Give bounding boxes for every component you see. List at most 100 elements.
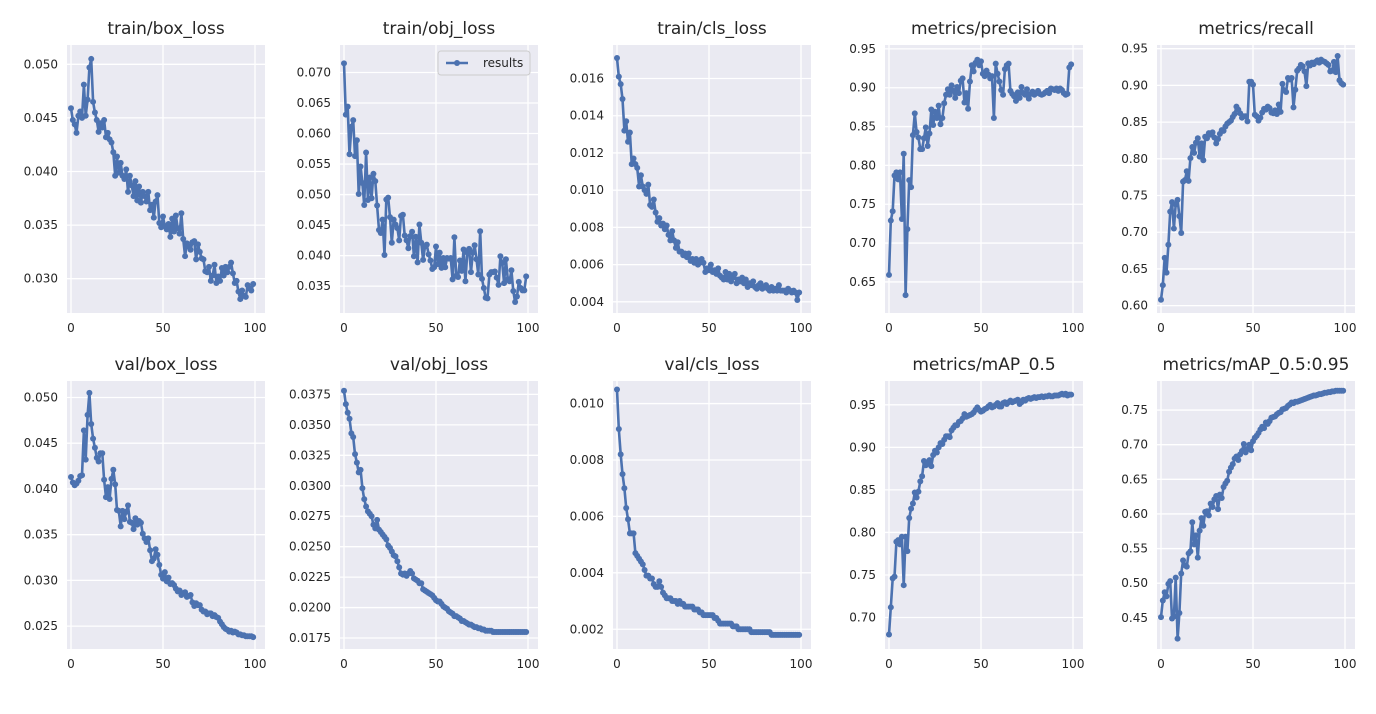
data-point <box>970 68 977 75</box>
legend: results <box>437 50 531 76</box>
y-tick-label: 0.050 <box>297 188 331 202</box>
data-point <box>150 555 157 562</box>
data-point <box>922 124 929 131</box>
data-point <box>648 203 655 210</box>
data-point <box>137 519 144 526</box>
data-point <box>614 55 620 62</box>
x-tick-label: 0 <box>67 321 75 335</box>
data-point <box>523 273 530 280</box>
chart-title: train/cls_loss <box>657 19 767 39</box>
data-point <box>497 253 504 260</box>
y-tick-label: 0.0325 <box>289 448 331 462</box>
data-point <box>621 485 628 492</box>
data-point <box>904 226 911 233</box>
data-point <box>1183 168 1190 175</box>
data-point <box>194 241 201 248</box>
data-point <box>625 138 632 145</box>
y-tick-label: 0.80 <box>849 525 876 539</box>
data-point <box>515 278 522 285</box>
data-point <box>82 456 89 463</box>
y-tick-label: 0.0225 <box>289 570 331 584</box>
data-point <box>919 473 926 480</box>
x-tick-label: 50 <box>428 321 443 335</box>
data-point <box>513 293 520 300</box>
data-point <box>1159 282 1166 289</box>
data-point <box>229 270 236 277</box>
data-point <box>392 553 399 560</box>
data-point <box>1158 296 1164 303</box>
data-point <box>715 265 722 272</box>
data-point <box>1189 519 1196 526</box>
x-tick-label: 100 <box>517 321 540 335</box>
data-point <box>491 268 498 275</box>
data-point <box>1330 58 1337 65</box>
data-point <box>1191 149 1198 156</box>
data-point <box>1180 557 1187 564</box>
x-tick-label: 0 <box>340 657 348 671</box>
y-tick-label: 0.90 <box>849 81 876 95</box>
data-point <box>1174 635 1181 642</box>
data-point <box>919 146 926 153</box>
data-point <box>77 108 84 115</box>
data-point <box>946 91 953 98</box>
data-point <box>887 217 894 224</box>
data-point <box>396 564 403 571</box>
y-tick-label: 0.45 <box>1121 611 1148 625</box>
data-point <box>110 149 117 156</box>
data-point <box>156 561 163 568</box>
data-point <box>933 115 940 122</box>
data-point <box>502 256 509 263</box>
data-point <box>1064 90 1071 97</box>
chart-panel: 0 50 100 0.60 0.65 0.70 0.75 0.80 0.85 0.90 0.95 me… <box>1121 19 1356 335</box>
data-point <box>130 193 137 200</box>
data-point <box>1185 177 1192 184</box>
data-point <box>1288 75 1295 82</box>
data-point <box>625 516 632 523</box>
data-point <box>641 567 648 574</box>
data-point <box>250 281 257 288</box>
data-point <box>73 129 80 136</box>
data-point <box>1218 495 1225 502</box>
data-point <box>458 267 465 274</box>
data-point <box>352 451 359 458</box>
data-point <box>1170 225 1177 232</box>
data-point <box>161 569 168 576</box>
data-point <box>84 96 91 103</box>
data-point <box>621 127 628 134</box>
x-tick-label: 50 <box>155 657 170 671</box>
data-point <box>1244 118 1251 125</box>
data-point <box>617 81 624 88</box>
data-point <box>143 198 150 205</box>
x-tick-label: 50 <box>1245 321 1260 335</box>
data-point <box>757 280 764 287</box>
y-tick-label: 0.010 <box>570 397 604 411</box>
data-point <box>1215 506 1222 513</box>
data-point <box>242 293 249 300</box>
data-point <box>117 523 124 530</box>
data-point <box>377 230 384 237</box>
data-point <box>344 409 351 416</box>
data-point <box>1005 60 1012 67</box>
data-point <box>932 108 938 115</box>
plot-area <box>613 381 811 649</box>
x-tick-label: 50 <box>428 657 443 671</box>
data-point <box>449 276 456 283</box>
data-point <box>374 202 381 209</box>
data-point <box>99 450 106 457</box>
data-point <box>145 535 152 542</box>
data-point <box>1176 213 1183 220</box>
data-point <box>434 261 441 268</box>
data-point <box>91 444 98 451</box>
data-point <box>233 277 240 284</box>
data-point <box>1165 241 1172 248</box>
data-point <box>501 280 508 287</box>
data-point <box>886 271 892 278</box>
data-point <box>1231 111 1238 118</box>
data-point <box>405 245 412 252</box>
data-point <box>1194 554 1201 561</box>
y-tick-label: 0.008 <box>570 453 604 467</box>
data-point <box>396 237 403 244</box>
data-point <box>182 253 189 260</box>
data-point <box>700 259 707 266</box>
data-point <box>895 176 902 183</box>
